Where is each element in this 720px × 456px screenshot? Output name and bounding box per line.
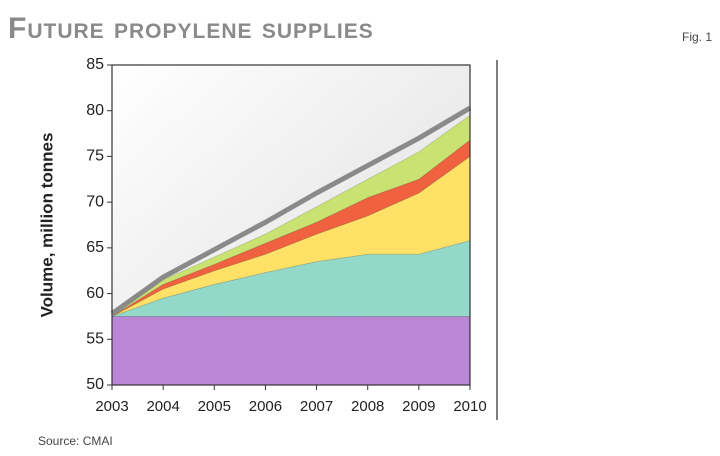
x-tick-label: 2006	[249, 398, 282, 415]
y-tick-label: 65	[86, 239, 104, 256]
y-tick-label: 55	[86, 331, 104, 348]
x-tick-label: 2008	[351, 398, 384, 415]
x-tick-label: 2007	[300, 398, 333, 415]
x-tick-label: 2005	[198, 398, 231, 415]
source: Source: CMAI	[38, 434, 113, 448]
y-tick-label: 60	[86, 285, 104, 302]
x-tick-label: 2010	[453, 398, 486, 415]
y-tick-label: 70	[86, 193, 104, 210]
demand-line	[110, 105, 472, 316]
figure-label: Fig. 1	[682, 30, 712, 44]
area	[111, 316, 471, 386]
y-tick-label: 50	[86, 376, 104, 393]
chart-title: Future propylene supplies	[8, 12, 374, 45]
x-tick-label: 2009	[402, 398, 435, 415]
y-tick-label: 75	[86, 148, 104, 165]
y-tick-label: 85	[86, 56, 104, 73]
plot-frame	[111, 64, 471, 386]
y-tick-label: 80	[86, 102, 104, 119]
y-axis-label: Volume, million tonnes	[37, 133, 56, 318]
x-tick-label: 2004	[146, 398, 179, 415]
x-tick-label: 2003	[95, 398, 128, 415]
